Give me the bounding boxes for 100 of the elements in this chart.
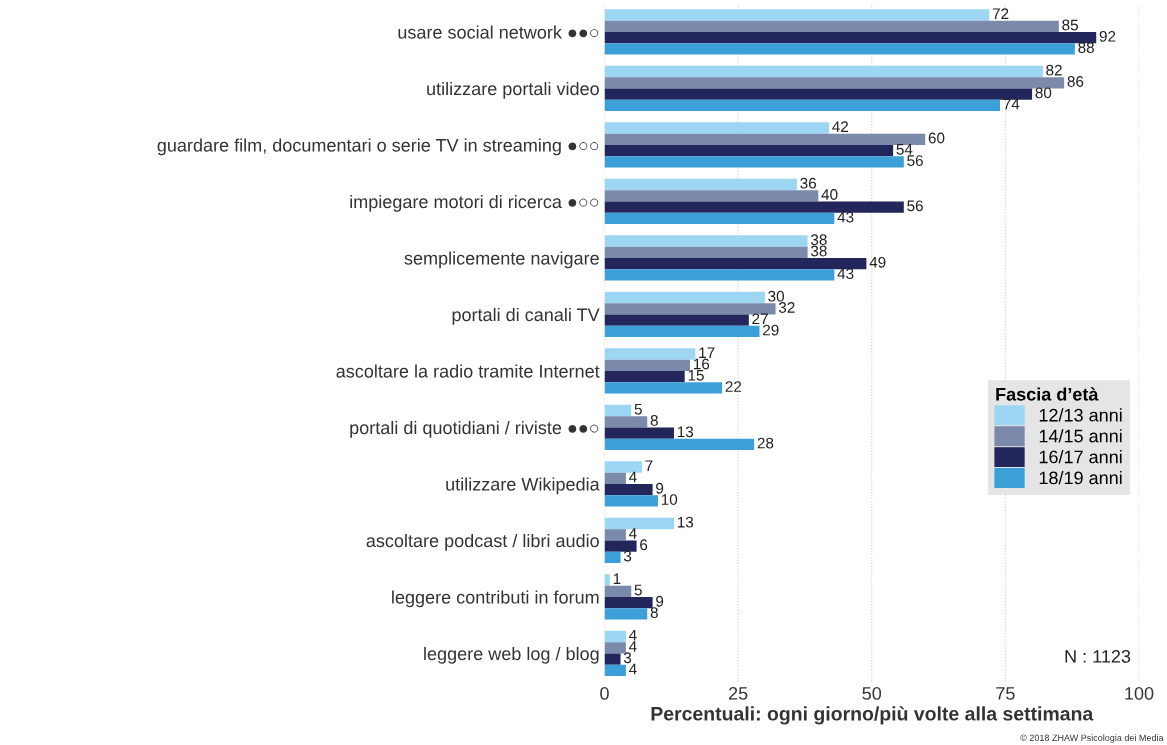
bar: [604, 427, 674, 439]
data-label: 74: [1003, 98, 1020, 110]
bar: [604, 472, 626, 484]
x-tick-label: 100: [1125, 687, 1154, 700]
data-label: 1: [613, 573, 621, 584]
bar: [604, 416, 648, 428]
bar: [604, 20, 1059, 32]
x-tick-label: 0: [600, 687, 609, 700]
data-label: 4: [629, 663, 637, 675]
bar: [604, 257, 867, 270]
bar: [604, 359, 691, 371]
data-label: 7: [645, 460, 653, 471]
data-label: 30: [768, 290, 785, 302]
legend-label: 12/13 anni: [1039, 408, 1122, 422]
y-tick-label: portali di quotidiani / riviste ●●○: [350, 420, 599, 438]
bar: [604, 99, 1001, 112]
data-label: 13: [677, 426, 694, 438]
data-label: 40: [821, 189, 838, 200]
y-tick-label: leggere contributi in forum: [392, 590, 599, 608]
data-label: 8: [650, 415, 658, 426]
data-label: 3: [623, 652, 632, 664]
bar: [604, 31, 1097, 44]
bar: [604, 438, 755, 451]
data-label: 38: [810, 234, 827, 246]
bar: [604, 212, 835, 225]
data-label: 13: [677, 516, 694, 528]
bar: [604, 9, 990, 21]
y-tick-label: utilizzare Wikipedia: [446, 477, 600, 495]
bar: [604, 133, 926, 145]
data-label: 80: [1035, 87, 1052, 99]
bar: [604, 88, 1033, 100]
data-label: 9: [656, 595, 664, 607]
x-tick-label: 25: [729, 687, 748, 700]
data-label: 5: [634, 584, 642, 596]
bar: [604, 291, 765, 304]
legend-label: 14/15 anni: [1039, 429, 1122, 443]
data-label: 43: [837, 211, 854, 223]
bar: [604, 642, 626, 654]
data-label: 16: [693, 358, 710, 370]
data-label: 38: [810, 245, 827, 257]
bar: [604, 653, 621, 665]
y-tick-label: guardare film, documentari o serie TV in streaming ●○○: [157, 138, 599, 156]
bar: [604, 517, 674, 530]
data-label: 42: [832, 121, 848, 132]
data-label: 15: [688, 370, 704, 381]
data-label: 17: [699, 347, 715, 358]
bar: [604, 574, 610, 586]
data-label: 4: [629, 641, 637, 652]
bar: [604, 495, 658, 507]
bar: [604, 178, 797, 191]
data-label: 88: [1078, 42, 1094, 54]
bar: [604, 585, 632, 597]
bar: [604, 664, 626, 677]
bar: [604, 144, 894, 157]
data-label: 32: [778, 302, 795, 313]
bar: [604, 529, 626, 541]
bar: [604, 551, 621, 564]
bar: [604, 201, 904, 213]
data-label: 4: [629, 528, 637, 539]
x-tick-label: 75: [996, 687, 1015, 700]
data-label: 22: [725, 381, 742, 392]
y-tick-label: ascoltare la radio tramite Internet: [336, 364, 600, 378]
bar: [604, 461, 642, 473]
bar: [604, 483, 653, 496]
data-label: 27: [752, 313, 768, 325]
bar: [604, 404, 632, 417]
bar: [604, 246, 808, 258]
data-label: 5: [634, 403, 642, 415]
annotation: N : 1123: [1065, 650, 1131, 663]
data-label: 85: [1062, 19, 1078, 31]
bar: [604, 608, 648, 620]
y-tick-label: utilizzare portali video: [427, 81, 599, 99]
bar: [604, 630, 626, 643]
bar: [604, 43, 1075, 55]
bar: [604, 235, 808, 247]
bar: [604, 156, 904, 168]
data-label: 3: [623, 550, 632, 562]
data-label: 28: [757, 437, 774, 449]
data-label: 4: [629, 471, 637, 483]
bar: [604, 314, 749, 326]
x-tick-label: 50: [862, 687, 882, 700]
data-label: 4: [629, 629, 637, 641]
y-tick-label: impiegare motori di ricerca ●○○: [350, 194, 599, 212]
data-label: 9: [656, 482, 664, 494]
bar: [604, 382, 723, 394]
data-label: 92: [1099, 30, 1116, 42]
data-label: 49: [869, 256, 886, 268]
y-tick-label: portali di canali TV: [452, 307, 600, 325]
data-label: 60: [928, 132, 945, 144]
bar: [604, 370, 685, 383]
x-axis-title: Percentuali: ogni giorno/più volte alla settimana: [651, 706, 1094, 725]
data-label: 36: [800, 177, 817, 189]
y-tick-label: leggere web log / blog: [424, 646, 599, 664]
data-label: 43: [837, 268, 854, 280]
data-label: 10: [661, 494, 678, 505]
bar: [604, 190, 819, 202]
bar: [604, 303, 776, 315]
data-label: 8: [650, 607, 658, 618]
legend-title: Fascia d’età: [996, 387, 1099, 401]
data-label: 54: [896, 144, 913, 155]
